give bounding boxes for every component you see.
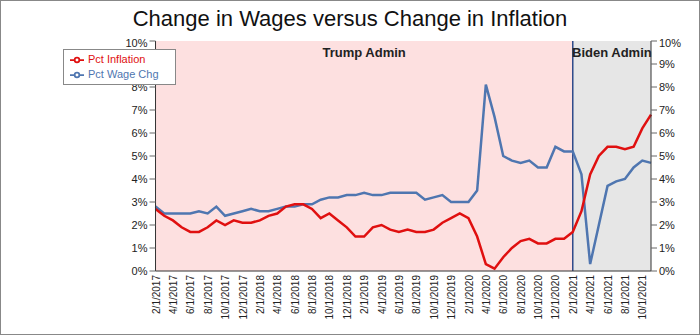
svg-text:8/1/2017: 8/1/2017 xyxy=(203,275,214,314)
svg-text:0%: 0% xyxy=(659,265,675,277)
svg-text:7%: 7% xyxy=(132,104,148,116)
svg-text:12/1/2020: 12/1/2020 xyxy=(550,275,561,320)
svg-text:10/1/2017: 10/1/2017 xyxy=(220,275,231,320)
svg-text:8/1/2019: 8/1/2019 xyxy=(411,275,422,314)
svg-text:8/1/2021: 8/1/2021 xyxy=(620,275,631,314)
svg-text:4/1/2018: 4/1/2018 xyxy=(272,275,283,314)
svg-text:8/1/2020: 8/1/2020 xyxy=(516,275,527,314)
svg-text:0%: 0% xyxy=(132,265,148,277)
svg-text:2%: 2% xyxy=(659,219,675,231)
svg-text:2/1/2021: 2/1/2021 xyxy=(568,275,579,314)
svg-text:4%: 4% xyxy=(132,173,148,185)
svg-text:2/1/2017: 2/1/2017 xyxy=(151,275,162,314)
svg-text:6%: 6% xyxy=(132,127,148,139)
svg-text:10/1/2019: 10/1/2019 xyxy=(429,275,440,320)
svg-text:7%: 7% xyxy=(659,104,675,116)
svg-text:8/1/2018: 8/1/2018 xyxy=(307,275,318,314)
svg-text:3%: 3% xyxy=(132,196,148,208)
svg-text:10%: 10% xyxy=(125,37,147,49)
svg-text:5%: 5% xyxy=(132,150,148,162)
svg-text:2/1/2020: 2/1/2020 xyxy=(464,275,475,314)
svg-text:2%: 2% xyxy=(132,219,148,231)
svg-text:4/1/2020: 4/1/2020 xyxy=(481,275,492,314)
svg-text:2/1/2019: 2/1/2019 xyxy=(359,275,370,314)
svg-text:6/1/2018: 6/1/2018 xyxy=(290,275,301,314)
svg-text:Biden Admin: Biden Admin xyxy=(572,45,652,60)
svg-text:6/1/2021: 6/1/2021 xyxy=(603,275,614,314)
svg-text:4/1/2019: 4/1/2019 xyxy=(377,275,388,314)
svg-text:12/1/2018: 12/1/2018 xyxy=(342,275,353,320)
svg-text:6/1/2017: 6/1/2017 xyxy=(185,275,196,314)
svg-text:10/1/2021: 10/1/2021 xyxy=(637,275,648,320)
svg-text:4/1/2021: 4/1/2021 xyxy=(585,275,596,314)
svg-text:9%: 9% xyxy=(659,58,675,70)
svg-text:1%: 1% xyxy=(659,242,675,254)
svg-text:2/1/2018: 2/1/2018 xyxy=(255,275,266,314)
svg-text:6/1/2020: 6/1/2020 xyxy=(498,275,509,314)
svg-text:10/1/2018: 10/1/2018 xyxy=(324,275,335,320)
svg-text:8%: 8% xyxy=(132,81,148,93)
svg-text:10%: 10% xyxy=(659,37,681,49)
svg-text:8%: 8% xyxy=(659,81,675,93)
svg-text:12/1/2019: 12/1/2019 xyxy=(446,275,457,320)
svg-text:10/1/2020: 10/1/2020 xyxy=(533,275,544,320)
svg-text:12/1/2017: 12/1/2017 xyxy=(238,275,249,320)
svg-text:4/1/2017: 4/1/2017 xyxy=(168,275,179,314)
svg-text:Trump Admin: Trump Admin xyxy=(322,45,405,60)
svg-text:5%: 5% xyxy=(659,150,675,162)
svg-text:9%: 9% xyxy=(132,58,148,70)
svg-text:1%: 1% xyxy=(132,242,148,254)
svg-text:6/1/2019: 6/1/2019 xyxy=(394,275,405,314)
svg-text:4%: 4% xyxy=(659,173,675,185)
svg-text:6%: 6% xyxy=(659,127,675,139)
svg-text:3%: 3% xyxy=(659,196,675,208)
